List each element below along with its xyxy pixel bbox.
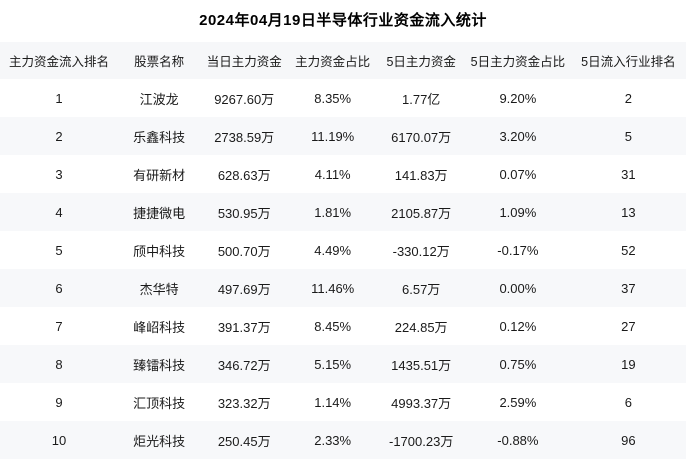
cell-stock-name: 杰华特 — [139, 281, 179, 297]
col-header-5day-capital-ratio: 5日主力资金占比 — [470, 55, 566, 69]
cell-stock-name: 颀中科技 — [133, 243, 186, 259]
cell-today-main-capital: 9267.60万 — [214, 91, 275, 107]
cell-main-inflow-rank: 9 — [55, 394, 63, 410]
cell-today-main-capital: 2738.59万 — [214, 129, 275, 145]
cell-main-capital-ratio: 11.19% — [311, 128, 355, 144]
cell-today-main-capital: 500.70万 — [217, 243, 271, 259]
col-header-today-main-capital: 当日主力资金 — [206, 55, 282, 69]
cell-5day-capital-ratio: -0.17% — [497, 242, 539, 258]
cell-5day-main-capital: 1.77亿 — [402, 91, 441, 107]
table-body: 1 江波龙 9267.60万 8.35% 1.77亿 9.20% 2 2 乐鑫科… — [0, 79, 686, 459]
page-title: 2024年04月19日半导体行业资金流入统计 — [199, 12, 487, 29]
cell-stock-name: 乐鑫科技 — [133, 129, 186, 145]
table-row: 8 臻镭科技 346.72万 5.15% 1435.51万 0.75% 19 — [0, 345, 686, 383]
cell-5day-main-capital: -1700.23万 — [389, 433, 454, 449]
cell-today-main-capital: 628.63万 — [217, 167, 271, 183]
cell-5day-capital-ratio: 0.12% — [499, 318, 537, 334]
col-header-stock-name: 股票名称 — [134, 55, 185, 69]
table-row: 5 颀中科技 500.70万 4.49% -330.12万 -0.17% 52 — [0, 231, 686, 269]
col-header-5day-industry-rank: 5日流入行业排名 — [581, 55, 676, 69]
cell-5day-industry-rank: 52 — [621, 242, 636, 258]
cell-stock-name: 峰岹科技 — [133, 319, 186, 335]
cell-5day-capital-ratio: 3.20% — [499, 128, 537, 144]
table-row: 10 炬光科技 250.45万 2.33% -1700.23万 -0.88% 9… — [0, 421, 686, 459]
cell-main-inflow-rank: 4 — [55, 204, 63, 220]
cell-today-main-capital: 346.72万 — [217, 357, 271, 373]
cell-5day-main-capital: 141.83万 — [394, 167, 448, 183]
cell-5day-main-capital: -330.12万 — [392, 243, 450, 259]
cell-stock-name: 江波龙 — [139, 91, 179, 107]
cell-5day-main-capital: 1435.51万 — [391, 357, 452, 373]
cell-today-main-capital: 250.45万 — [217, 433, 271, 449]
cell-stock-name: 炬光科技 — [133, 433, 186, 449]
cell-5day-capital-ratio: 0.07% — [499, 166, 537, 182]
cell-main-capital-ratio: 11.46% — [311, 280, 355, 296]
col-header-main-capital-ratio: 主力资金占比 — [295, 55, 371, 69]
cell-main-inflow-rank: 2 — [55, 128, 63, 144]
cell-5day-industry-rank: 5 — [624, 128, 632, 144]
cell-5day-industry-rank: 96 — [621, 432, 636, 448]
cell-main-capital-ratio: 4.11% — [314, 166, 351, 182]
cell-5day-industry-rank: 2 — [624, 90, 632, 106]
cell-today-main-capital: 391.37万 — [217, 319, 271, 335]
cell-5day-industry-rank: 13 — [621, 204, 636, 220]
table-row: 6 杰华特 497.69万 11.46% 6.57万 0.00% 37 — [0, 269, 686, 307]
capital-inflow-report: 2024年04月19日半导体行业资金流入统计 主力资金流入排名 股票名称 当日主… — [8, 12, 676, 449]
cell-main-capital-ratio: 8.45% — [314, 318, 352, 334]
cell-5day-main-capital: 6.57万 — [402, 281, 441, 297]
table-row: 7 峰岹科技 391.37万 8.45% 224.85万 0.12% 27 — [0, 307, 686, 345]
cell-5day-industry-rank: 37 — [621, 280, 636, 296]
cell-main-capital-ratio: 4.49% — [314, 242, 352, 258]
cell-stock-name: 有研新材 — [133, 167, 186, 183]
cell-5day-industry-rank: 31 — [621, 166, 636, 182]
cell-main-inflow-rank: 6 — [55, 280, 63, 296]
cell-5day-industry-rank: 19 — [621, 356, 636, 372]
table-row: 9 汇顶科技 323.32万 1.14% 4993.37万 2.59% 6 — [0, 383, 686, 421]
cell-5day-capital-ratio: 1.09% — [499, 204, 537, 220]
cell-main-capital-ratio: 2.33% — [314, 432, 352, 448]
cell-5day-capital-ratio: -0.88% — [497, 432, 539, 448]
cell-5day-capital-ratio: 0.75% — [499, 356, 537, 372]
table-header-row: 主力资金流入排名 股票名称 当日主力资金 主力资金占比 5日主力资金 5日主力资… — [0, 42, 686, 79]
cell-main-inflow-rank: 1 — [55, 90, 63, 106]
cell-main-inflow-rank: 7 — [55, 318, 63, 334]
table-row: 1 江波龙 9267.60万 8.35% 1.77亿 9.20% 2 — [0, 79, 686, 117]
cell-today-main-capital: 497.69万 — [217, 281, 271, 297]
table-row: 3 有研新材 628.63万 4.11% 141.83万 0.07% 31 — [0, 155, 686, 193]
cell-main-capital-ratio: 5.15% — [314, 356, 352, 372]
cell-5day-main-capital: 6170.07万 — [391, 129, 452, 145]
cell-main-capital-ratio: 8.35% — [314, 90, 352, 106]
cell-main-inflow-rank: 10 — [51, 432, 67, 448]
col-header-main-inflow-rank: 主力资金流入排名 — [8, 55, 109, 69]
cell-5day-main-capital: 4993.37万 — [391, 395, 452, 411]
cell-main-capital-ratio: 1.14% — [314, 394, 352, 410]
cell-main-inflow-rank: 3 — [55, 166, 63, 182]
table-row: 4 捷捷微电 530.95万 1.81% 2105.87万 1.09% 13 — [0, 193, 686, 231]
cell-stock-name: 捷捷微电 — [133, 205, 186, 221]
cell-5day-industry-rank: 6 — [624, 394, 632, 410]
cell-5day-capital-ratio: 0.00% — [499, 280, 537, 296]
cell-5day-capital-ratio: 2.59% — [499, 394, 537, 410]
cell-main-inflow-rank: 8 — [55, 356, 63, 372]
cell-5day-capital-ratio: 9.20% — [499, 90, 537, 106]
cell-stock-name: 臻镭科技 — [133, 357, 186, 373]
cell-main-capital-ratio: 1.81% — [314, 204, 352, 220]
cell-main-inflow-rank: 5 — [55, 242, 63, 258]
cell-5day-main-capital: 224.85万 — [394, 319, 448, 335]
cell-today-main-capital: 530.95万 — [217, 205, 271, 221]
cell-today-main-capital: 323.32万 — [217, 395, 271, 411]
capital-inflow-table: 主力资金流入排名 股票名称 当日主力资金 主力资金占比 5日主力资金 5日主力资… — [0, 42, 686, 459]
col-header-5day-main-capital: 5日主力资金 — [386, 55, 456, 69]
cell-stock-name: 汇顶科技 — [133, 395, 186, 411]
cell-5day-industry-rank: 27 — [621, 318, 636, 334]
cell-5day-main-capital: 2105.87万 — [391, 205, 452, 221]
table-row: 2 乐鑫科技 2738.59万 11.19% 6170.07万 3.20% 5 — [0, 117, 686, 155]
